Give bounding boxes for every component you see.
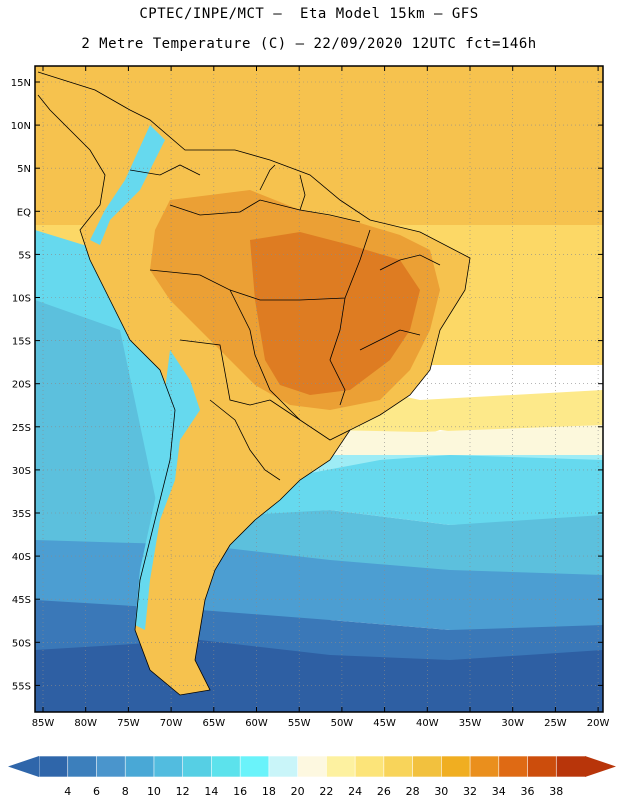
colorbar-swatch	[326, 755, 356, 778]
lon-label: 30W	[501, 718, 524, 729]
colorbar-swatch	[469, 755, 500, 778]
colorbar-label: 36	[521, 785, 535, 798]
colorbar-low-arrow	[8, 756, 39, 777]
temperature-field	[35, 66, 603, 712]
lon-label: 70W	[160, 718, 183, 729]
land-hotter-region	[250, 232, 420, 395]
colorbar-label: 34	[492, 785, 506, 798]
colorbar-swatch	[555, 755, 586, 778]
lat-label: 10S	[12, 294, 31, 305]
colorbar-swatch	[498, 755, 529, 778]
colorbar-label: 30	[434, 785, 448, 798]
lat-label: 40S	[12, 552, 31, 563]
lat-label: 15S	[12, 337, 31, 348]
colorbar-swatch	[527, 755, 558, 778]
andes-cold-ridge	[90, 125, 200, 630]
colorbar-label: 4	[64, 785, 71, 798]
lon-label: 80W	[74, 718, 97, 729]
lon-label: 40W	[416, 718, 439, 729]
lon-label: 85W	[32, 718, 55, 729]
lon-label: 45W	[373, 718, 396, 729]
colorbar-label: 22	[319, 785, 333, 798]
lat-label: 5S	[18, 250, 31, 261]
lon-label: 35W	[459, 718, 482, 729]
colorbar-label: 20	[291, 785, 305, 798]
lat-label: EQ	[17, 207, 31, 218]
colorbar-label: 12	[176, 785, 190, 798]
colorbar-swatch	[239, 755, 270, 778]
lat-label: 35S	[12, 509, 31, 520]
colorbar-label: 32	[463, 785, 477, 798]
colorbar-label: 16	[233, 785, 247, 798]
lat-label: 45S	[12, 595, 31, 606]
chart-title: CPTEC/INPE/MCT – Eta Model 15km – GFS	[139, 6, 479, 22]
lat-label: 15N	[11, 78, 31, 89]
lon-label: 55W	[288, 718, 311, 729]
colorbar-swatch	[268, 755, 299, 778]
colorbar-swatch	[211, 755, 241, 778]
colorbar-swatch	[124, 755, 155, 778]
lon-label: 25W	[544, 718, 567, 729]
colorbar-label: 26	[377, 785, 391, 798]
lon-label: 65W	[202, 718, 225, 729]
colorbar-label: 10	[147, 785, 161, 798]
colorbar-swatch	[153, 755, 184, 778]
colorbar-label: 38	[549, 785, 563, 798]
map-frame	[34, 65, 604, 713]
colorbar-swatch	[182, 755, 213, 778]
colorbar-swatch	[96, 755, 127, 778]
colorbar-label: 8	[122, 785, 129, 798]
colorbar: 4 6 8 10 12 14 16 18 20 22 24 26 28 30 32 34 36 38	[8, 755, 616, 798]
chart-subtitle: 2 Metre Temperature (C) – 22/09/2020 12U…	[81, 36, 537, 52]
colorbar-label: 6	[93, 785, 100, 798]
colorbar-swatch	[297, 755, 328, 778]
latitude-labels: 15N 10N 5N EQ 5S 10S 15S 20S 25S 30S 35S 40S 45S 50S 5…	[11, 78, 603, 692]
lat-label: 10N	[11, 121, 31, 132]
colorbar-swatch	[38, 755, 69, 778]
longitude-labels: 85W 80W 75W 70W 65W 60W 55W 50W 45W 40W 35W 30W 25W 2…	[32, 66, 610, 729]
colorbar-label: 24	[348, 785, 362, 798]
colorbar-swatch	[441, 755, 471, 778]
lat-label: 5N	[17, 164, 31, 175]
lon-label: 60W	[245, 718, 268, 729]
colorbar-swatch	[354, 755, 385, 778]
lat-label: 25S	[12, 423, 31, 434]
colorbar-swatch	[67, 755, 98, 778]
lon-label: 75W	[117, 718, 140, 729]
colorbar-swatch	[412, 755, 443, 778]
lon-label: 50W	[331, 718, 354, 729]
lat-label: 50S	[12, 638, 31, 649]
lat-label: 30S	[12, 466, 31, 477]
colorbar-label: 28	[406, 785, 420, 798]
lat-label: 55S	[12, 681, 31, 692]
colorbar-swatch	[383, 755, 414, 778]
colorbar-high-arrow	[585, 756, 616, 777]
lat-label: 20S	[12, 380, 31, 391]
colorbar-label: 14	[204, 785, 218, 798]
graticule	[35, 66, 603, 712]
lon-label: 20W	[587, 718, 610, 729]
colorbar-label: 18	[262, 785, 276, 798]
political-boundaries	[37, 71, 471, 696]
